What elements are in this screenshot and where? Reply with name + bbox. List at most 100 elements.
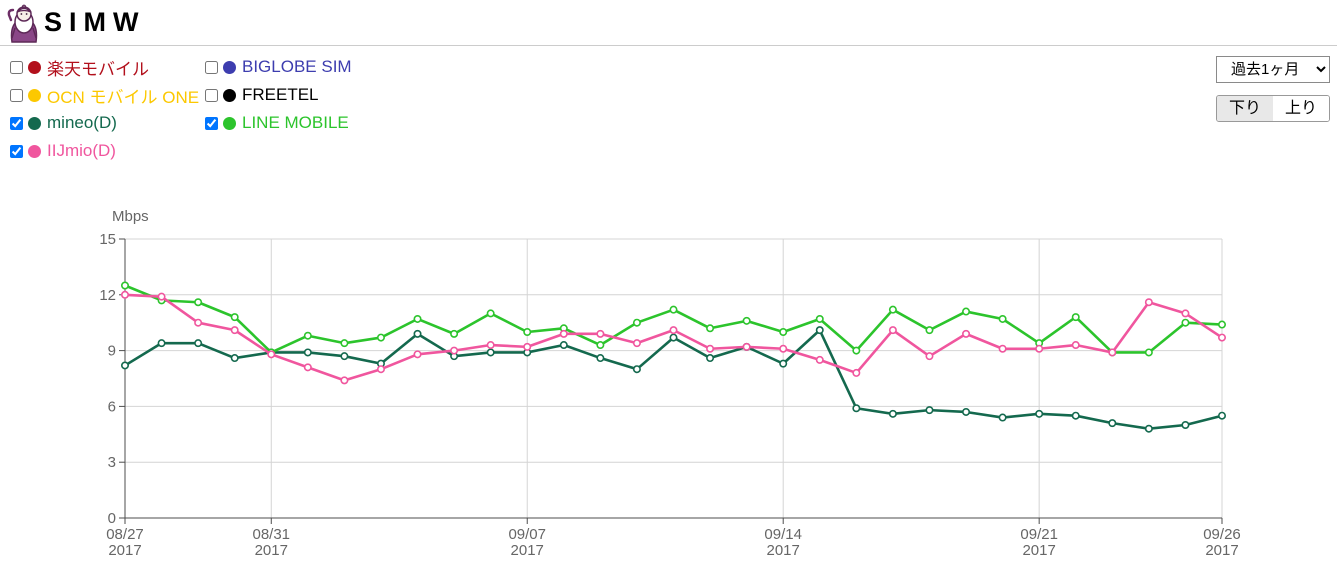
- series-marker-LINE MOBILE: [340, 339, 349, 348]
- series-marker-LINE MOBILE: [669, 305, 678, 314]
- legend-label: IIJmio(D): [47, 141, 116, 160]
- series-marker-mineo(D): [1218, 411, 1227, 420]
- legend-label: BIGLOBE SIM: [242, 57, 352, 76]
- series-marker-IIJmio(D): [888, 326, 897, 335]
- series-marker-IIJmio(D): [669, 326, 678, 335]
- series-marker-mineo(D): [669, 333, 678, 342]
- series-color-dot-icon: [28, 116, 41, 130]
- series-marker-mineo(D): [1035, 409, 1044, 418]
- series-marker-IIJmio(D): [340, 376, 349, 385]
- series-marker-LINE MOBILE: [1144, 348, 1153, 357]
- series-marker-mineo(D): [925, 406, 934, 415]
- legend-column-2: BIGLOBE SIM FREETEL LINE MOBILE: [205, 57, 352, 141]
- series-marker-mineo(D): [340, 352, 349, 361]
- series-marker-IIJmio(D): [1035, 344, 1044, 353]
- y-tick-label: 12: [99, 287, 116, 304]
- series-marker-LINE MOBILE: [706, 324, 715, 333]
- y-tick-label: 15: [99, 231, 116, 248]
- series-marker-IIJmio(D): [194, 318, 203, 327]
- series-marker-LINE MOBILE: [779, 327, 788, 336]
- series-marker-IIJmio(D): [376, 365, 385, 374]
- series-marker-IIJmio(D): [121, 290, 130, 299]
- series-marker-mineo(D): [888, 409, 897, 418]
- series-color-dot-icon: [28, 144, 41, 158]
- series-marker-mineo(D): [632, 365, 641, 374]
- series-marker-mineo(D): [779, 359, 788, 368]
- legend-checkbox-BIGLOBE SIM[interactable]: [205, 60, 218, 74]
- series-marker-IIJmio(D): [742, 342, 751, 351]
- series-marker-IIJmio(D): [852, 368, 861, 377]
- legend-label: FREETEL: [242, 85, 319, 104]
- series-marker-IIJmio(D): [1108, 348, 1117, 357]
- series-marker-IIJmio(D): [596, 329, 605, 338]
- series-marker-LINE MOBILE: [1071, 313, 1080, 322]
- series-marker-IIJmio(D): [1144, 298, 1153, 307]
- series-color-dot-icon: [223, 60, 236, 74]
- series-marker-IIJmio(D): [523, 342, 532, 351]
- series-marker-mineo(D): [121, 361, 130, 370]
- series-marker-mineo(D): [596, 354, 605, 363]
- series-marker-IIJmio(D): [1071, 341, 1080, 350]
- legend-item-楽天モバイル: 楽天モバイル: [10, 57, 199, 79]
- x-tick-label-year: 2017: [1205, 542, 1238, 559]
- legend-checkbox-mineo(D)[interactable]: [10, 116, 23, 130]
- series-marker-LINE MOBILE: [1108, 348, 1117, 357]
- legend-item-IIJmio(D): IIJmio(D): [10, 141, 199, 161]
- series-marker-LINE MOBILE: [925, 326, 934, 335]
- series-marker-LINE MOBILE: [962, 307, 971, 316]
- series-marker-mineo(D): [267, 348, 276, 357]
- series-marker-LINE MOBILE: [1181, 318, 1190, 327]
- series-marker-LINE MOBILE: [559, 324, 568, 333]
- series-marker-LINE MOBILE: [998, 314, 1007, 323]
- y-tick-label: 9: [108, 343, 116, 360]
- y-axis-title: Mbps: [112, 208, 149, 225]
- series-marker-mineo(D): [450, 352, 459, 361]
- x-tick-label-date: 09/14: [764, 526, 802, 543]
- series-marker-IIJmio(D): [779, 344, 788, 353]
- legend-checkbox-楽天モバイル[interactable]: [10, 60, 23, 74]
- legend-item-LINE MOBILE: LINE MOBILE: [205, 113, 352, 133]
- series-marker-IIJmio(D): [486, 341, 495, 350]
- series-marker-LINE MOBILE: [596, 341, 605, 350]
- period-select[interactable]: 過去1ヶ月: [1216, 56, 1330, 83]
- series-marker-LINE MOBILE: [815, 314, 824, 323]
- series-marker-mineo(D): [230, 354, 239, 363]
- simw-mascot-icon: [7, 4, 38, 43]
- right-controls: 過去1ヶ月 下り 上り: [1216, 56, 1330, 122]
- legend-checkbox-IIJmio(D)[interactable]: [10, 144, 23, 158]
- series-marker-LINE MOBILE: [194, 298, 203, 307]
- series-line-IIJmio(D): [123, 293, 1224, 382]
- series-marker-IIJmio(D): [413, 350, 422, 359]
- series-marker-IIJmio(D): [925, 352, 934, 361]
- legend-label: mineo(D): [47, 113, 117, 132]
- legend-checkbox-OCN モバイル ONE[interactable]: [10, 88, 23, 102]
- brand-title: SIMW: [44, 7, 146, 37]
- series-marker-IIJmio(D): [303, 363, 312, 372]
- y-tick-label: 3: [108, 454, 116, 471]
- legend-item-OCN モバイル ONE: OCN モバイル ONE: [10, 85, 200, 107]
- series-marker-IIJmio(D): [1218, 333, 1227, 342]
- download-button[interactable]: 下り: [1217, 96, 1273, 121]
- legend-checkbox-FREETEL[interactable]: [205, 88, 218, 102]
- upload-button[interactable]: 上り: [1273, 96, 1329, 121]
- series-marker-mineo(D): [1144, 424, 1153, 433]
- series-marker-mineo(D): [486, 348, 495, 357]
- series-marker-mineo(D): [962, 407, 971, 416]
- x-tick-label-year: 2017: [255, 542, 288, 559]
- series-marker-mineo(D): [852, 404, 861, 413]
- legend-checkbox-LINE MOBILE[interactable]: [205, 116, 218, 130]
- y-tick-label: 0: [108, 510, 116, 527]
- series-marker-LINE MOBILE: [523, 327, 532, 336]
- series-marker-IIJmio(D): [267, 350, 276, 359]
- x-tick-label-date: 09/07: [508, 526, 546, 543]
- x-tick-label-date: 08/31: [252, 526, 290, 543]
- legend-label: OCN モバイル ONE: [47, 87, 200, 107]
- header: SIMW: [0, 0, 1337, 46]
- series-marker-LINE MOBILE: [230, 313, 239, 322]
- series-marker-IIJmio(D): [559, 329, 568, 338]
- series-marker-LINE MOBILE: [486, 309, 495, 318]
- series-marker-LINE MOBILE: [742, 316, 751, 325]
- legend-label: LINE MOBILE: [242, 113, 349, 132]
- series-marker-mineo(D): [413, 329, 422, 338]
